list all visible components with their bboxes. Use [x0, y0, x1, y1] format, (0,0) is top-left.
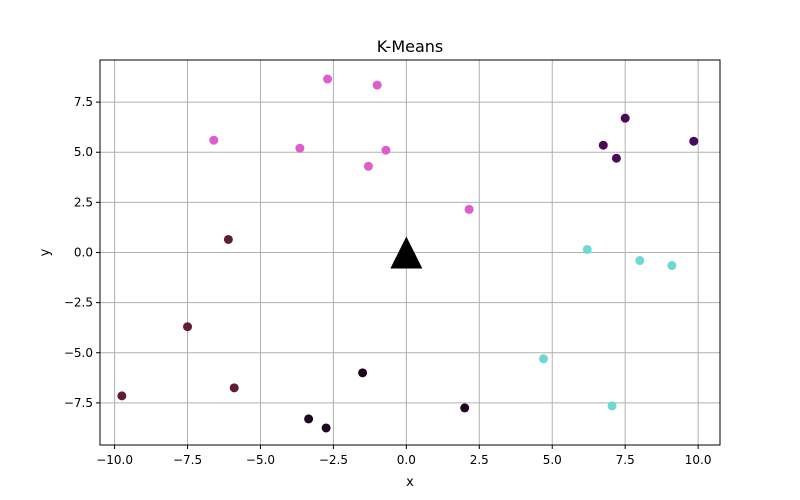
data-point [611, 153, 621, 163]
data-point [538, 354, 548, 364]
data-point [209, 135, 219, 145]
x-axis-ticks: −10.0 −7.5 −5.0 −2.5 0.0 2.5 5.0 7.5 10.0 [96, 445, 711, 467]
data-point [460, 403, 470, 413]
data-point [689, 136, 699, 146]
y-tick-label: 2.5 [74, 195, 93, 209]
chart-title: K-Means [377, 37, 444, 56]
y-tick-label: −2.5 [64, 296, 93, 310]
y-tick-label: 0.0 [74, 246, 93, 260]
y-axis-label: y [38, 248, 53, 256]
x-axis-label: x [406, 475, 414, 490]
data-point [229, 383, 239, 393]
data-point [295, 143, 305, 153]
y-tick-label: −7.5 [64, 396, 93, 410]
data-point [381, 145, 391, 155]
x-tick-label: 10.0 [685, 453, 712, 467]
x-tick-label: 0.0 [397, 453, 416, 467]
x-tick-label: −5.0 [246, 453, 275, 467]
data-point [464, 204, 474, 214]
data-point [363, 161, 373, 171]
y-axis-ticks: −7.5 −5.0 −2.5 0.0 2.5 5.0 7.5 [64, 95, 100, 410]
data-point [635, 256, 645, 266]
data-point [223, 234, 233, 244]
data-point [620, 113, 630, 123]
x-tick-label: 2.5 [470, 453, 489, 467]
data-point [358, 368, 368, 378]
scatter-points [117, 74, 699, 433]
x-tick-label: −2.5 [319, 453, 348, 467]
x-tick-label: 5.0 [543, 453, 562, 467]
data-point [321, 423, 331, 433]
data-point [667, 261, 677, 271]
data-point [582, 244, 592, 254]
y-tick-label: −5.0 [64, 346, 93, 360]
centroid-triangle-marker [390, 236, 423, 269]
data-point [304, 414, 314, 424]
data-point [117, 391, 127, 401]
x-tick-label: 7.5 [616, 453, 635, 467]
x-tick-label: −10.0 [96, 453, 133, 467]
data-point [372, 80, 382, 90]
data-point [607, 401, 617, 411]
y-tick-label: 7.5 [74, 95, 93, 109]
data-point [598, 140, 608, 150]
x-tick-label: −7.5 [173, 453, 202, 467]
y-tick-label: 5.0 [74, 145, 93, 159]
centroid-layer [390, 236, 423, 269]
grid [100, 60, 720, 445]
data-point [183, 322, 193, 332]
data-point [323, 74, 333, 84]
